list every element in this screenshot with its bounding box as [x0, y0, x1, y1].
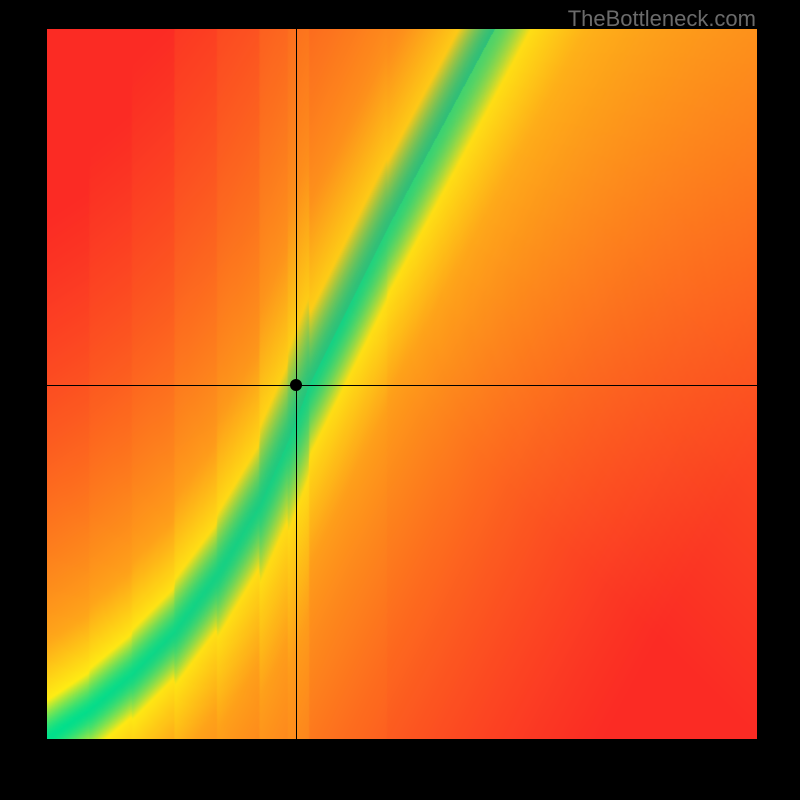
- crosshair-horizontal: [47, 385, 757, 386]
- crosshair-marker: [290, 379, 302, 391]
- heatmap-plot: [47, 29, 757, 739]
- heatmap-canvas: [47, 29, 757, 739]
- watermark-text: TheBottleneck.com: [568, 6, 756, 32]
